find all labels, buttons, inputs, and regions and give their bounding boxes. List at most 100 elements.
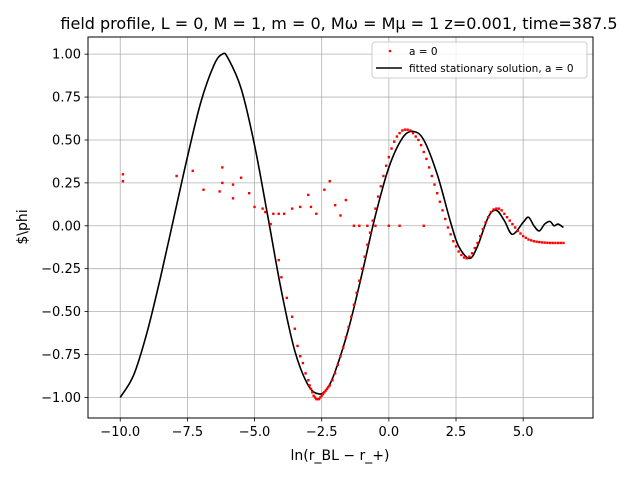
data-point — [521, 234, 525, 238]
data-point — [438, 200, 442, 203]
data-point — [299, 355, 302, 358]
data-point — [473, 246, 477, 250]
data-point — [358, 224, 361, 227]
data-point — [425, 157, 428, 161]
data-point — [546, 241, 549, 244]
data-point — [500, 209, 503, 212]
data-point — [269, 222, 272, 226]
data-point — [307, 379, 310, 382]
data-point — [511, 222, 514, 226]
data-point — [513, 226, 517, 229]
series-a0 — [121, 128, 565, 401]
y-tick-label: 0.50 — [52, 133, 81, 148]
data-point — [363, 255, 366, 258]
data-point — [411, 131, 415, 135]
data-point — [489, 210, 493, 214]
data-point — [376, 195, 380, 198]
data-point — [333, 203, 337, 207]
data-point — [384, 164, 388, 167]
data-point — [290, 207, 294, 210]
x-tick-label: 5.0 — [513, 425, 534, 440]
data-point — [331, 379, 334, 382]
data-point — [327, 385, 330, 389]
y-axis: −1.00 −0.75 −0.50 −0.25 0.00 0.25 0.50 0.75 1.00 — [41, 48, 88, 406]
data-point — [339, 355, 342, 358]
x-tick-label: 2.5 — [446, 425, 467, 440]
data-point — [316, 397, 319, 401]
data-point — [487, 216, 490, 219]
data-point — [556, 241, 560, 245]
data-point — [320, 394, 323, 397]
y-tick-label: −0.50 — [41, 305, 81, 320]
data-point — [231, 197, 235, 200]
data-point — [309, 205, 313, 209]
y-tick-label: 0.25 — [52, 176, 81, 191]
data-point — [296, 344, 299, 348]
data-point — [406, 128, 409, 131]
data-point — [503, 212, 506, 215]
data-point — [508, 219, 511, 222]
data-point — [535, 240, 538, 243]
data-point — [336, 363, 340, 366]
data-point — [247, 191, 251, 195]
data-point — [470, 252, 474, 255]
data-point — [339, 214, 342, 217]
data-point — [505, 216, 509, 219]
data-point — [272, 212, 275, 215]
data-point — [304, 372, 307, 375]
data-point — [419, 143, 423, 147]
data-point — [454, 245, 458, 248]
data-point — [350, 315, 353, 318]
data-point — [414, 135, 417, 138]
data-point — [368, 231, 372, 234]
data-point — [285, 296, 288, 300]
data-point — [312, 394, 315, 397]
data-point — [309, 387, 313, 391]
data-point — [460, 253, 463, 257]
data-point — [516, 229, 519, 233]
data-point — [468, 255, 471, 258]
data-point — [308, 384, 311, 387]
data-point — [387, 155, 391, 159]
data-point — [562, 241, 565, 245]
grid — [88, 37, 593, 418]
data-point — [231, 183, 235, 186]
data-point — [301, 361, 305, 365]
data-point — [261, 207, 264, 210]
data-point — [390, 147, 393, 150]
series-fitted-solution — [119, 52, 564, 398]
data-point — [315, 212, 318, 215]
data-point — [559, 241, 562, 245]
data-point — [444, 217, 447, 221]
data-point — [311, 391, 314, 394]
x-tick-label: −2.5 — [306, 425, 338, 440]
plot-frame — [87, 36, 594, 419]
x-tick-label: −7.5 — [172, 425, 204, 440]
data-point — [527, 238, 530, 241]
data-point — [401, 129, 404, 132]
data-point — [328, 179, 331, 183]
data-point — [530, 239, 533, 242]
data-point — [446, 226, 450, 229]
data-point — [374, 224, 377, 227]
data-point — [524, 236, 528, 239]
data-point — [293, 327, 297, 330]
data-point — [540, 241, 544, 244]
data-point — [465, 257, 468, 260]
data-point — [422, 150, 425, 154]
data-point — [417, 138, 420, 142]
chart-title: field profile, L = 0, M = 1, m = 0, Mω =… — [60, 14, 617, 33]
data-point — [430, 174, 434, 178]
data-point — [554, 241, 557, 245]
data-point — [352, 303, 356, 306]
y-tick-label: −0.75 — [41, 348, 81, 363]
y-tick-label: −0.25 — [41, 262, 81, 277]
y-axis-label: $\phi — [15, 209, 31, 244]
legend-label-a0: a = 0 — [409, 46, 438, 58]
data-point — [253, 205, 256, 209]
legend-label-fitted: fitted stationary solution, a = 0 — [409, 63, 574, 75]
x-tick-label: −10.0 — [100, 425, 140, 440]
data-point — [344, 336, 348, 339]
data-point — [393, 140, 396, 143]
